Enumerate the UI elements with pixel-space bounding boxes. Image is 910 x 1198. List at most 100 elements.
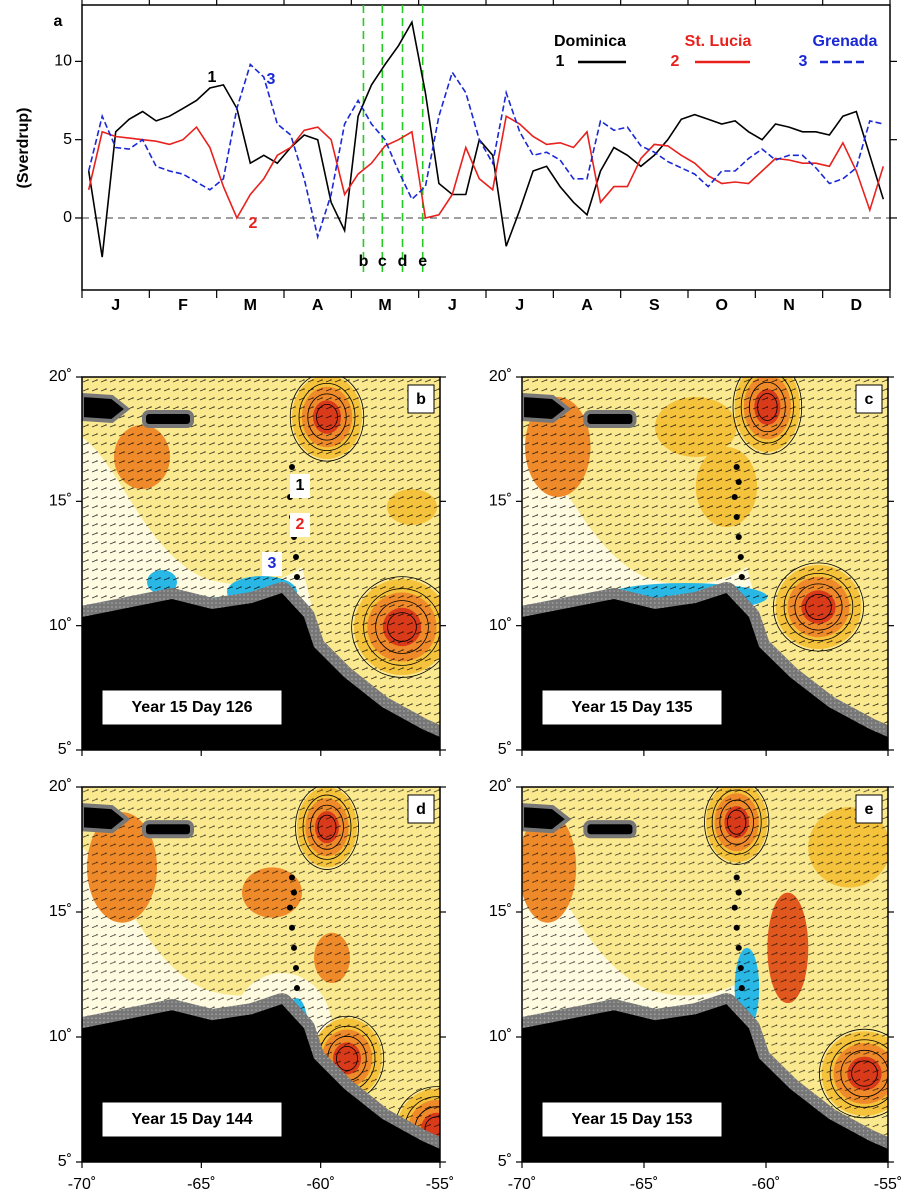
island (731, 904, 738, 911)
y-tick-label: 20˚ (489, 368, 512, 385)
x-tick-label: J (111, 297, 120, 314)
x-tick-label: -70˚ (508, 1176, 536, 1193)
island (289, 464, 295, 470)
site-box (290, 513, 310, 537)
island (291, 889, 297, 896)
island (737, 964, 744, 971)
y-tick-label: 0 (63, 209, 72, 226)
hispaniola (583, 820, 637, 839)
legend-name: St. Lucia (685, 33, 752, 50)
x-tick-label: -65˚ (630, 1176, 658, 1193)
y-tick-label: 15˚ (49, 903, 72, 920)
y-tick-label: 5˚ (58, 741, 72, 758)
series-line (87, 114, 885, 220)
legend-name: Dominica (554, 33, 626, 50)
x-tick-label: -70˚ (68, 1176, 96, 1193)
map-body (522, 787, 888, 1162)
letter-box (855, 794, 883, 824)
legend-number: 1 (556, 53, 565, 70)
island (735, 534, 742, 540)
island (293, 964, 299, 971)
hispaniola (142, 820, 194, 839)
panel-letter: a (54, 13, 63, 30)
legend-number: 3 (799, 53, 808, 70)
cuba (522, 803, 572, 834)
y-tick-label: 5˚ (498, 1153, 512, 1170)
x-tick-label: J (515, 297, 524, 314)
x-tick-label: M (244, 297, 257, 314)
x-tick-label: -65˚ (187, 1176, 215, 1193)
site-box (262, 552, 282, 576)
island (293, 554, 299, 560)
hispaniola (583, 410, 637, 428)
y-tick-label: 5˚ (58, 1153, 72, 1170)
y-tick-label: 10 (54, 53, 72, 70)
y-tick-label: 10˚ (489, 1028, 512, 1045)
map-content (522, 377, 888, 750)
x-tick-label: N (783, 297, 795, 314)
letter-box (407, 794, 435, 824)
cuba (522, 392, 572, 424)
x-tick-label: -60˚ (306, 1176, 334, 1193)
island (738, 574, 745, 580)
island (733, 874, 740, 881)
annotation-box (101, 1101, 283, 1138)
annotation: Year 15 Day 153 (572, 1111, 693, 1128)
x-tick-label: M (378, 297, 391, 314)
x-tick-label: A (312, 297, 324, 314)
island (735, 944, 742, 951)
panel-letter: d (416, 801, 426, 818)
panel-letter: c (865, 391, 874, 408)
cuba (82, 803, 131, 834)
island (291, 944, 297, 951)
legend-number: 2 (671, 53, 680, 70)
curve-label: 2 (249, 215, 258, 232)
island (738, 985, 745, 992)
x-tick-label: A (581, 297, 593, 314)
map-body (522, 377, 888, 750)
y-tick-label: 10˚ (489, 617, 512, 634)
annotation: Year 15 Day 126 (132, 699, 253, 716)
letter-box (855, 384, 883, 414)
y-tick-label: 15˚ (489, 903, 512, 920)
panel-letter: b (416, 391, 426, 408)
island (735, 479, 742, 485)
island (735, 889, 742, 896)
annotation-box (541, 689, 723, 726)
x-tick-label: F (178, 297, 188, 314)
y-tick-label: 20˚ (489, 778, 512, 795)
island (289, 874, 295, 881)
x-tick-label: O (715, 297, 727, 314)
site-label: 2 (296, 516, 305, 533)
island (733, 464, 740, 470)
island (294, 574, 300, 580)
y-tick-label: 20˚ (49, 368, 72, 385)
annotation-box (101, 689, 283, 726)
series-line (87, 19, 885, 258)
y-tick-label: 5 (63, 131, 72, 148)
map-frame (81, 786, 441, 1163)
event-label: b (359, 253, 369, 270)
map-frame (81, 376, 441, 751)
y-tick-label: 5˚ (498, 741, 512, 758)
y-tick-label: 15˚ (49, 493, 72, 510)
x-tick-label: S (649, 297, 660, 314)
event-label: e (418, 253, 427, 270)
island (737, 554, 744, 560)
curve-label: 3 (267, 71, 276, 88)
island (289, 924, 295, 931)
cuba (82, 392, 131, 424)
x-tick-label: -55˚ (426, 1176, 454, 1193)
map-frame (521, 786, 889, 1163)
letter-box (407, 384, 435, 414)
island (294, 985, 300, 992)
x-tick-label: -60˚ (752, 1176, 780, 1193)
series-line (87, 63, 884, 240)
curve-label: 1 (208, 69, 217, 86)
y-tick-label: 20˚ (49, 778, 72, 795)
y-tick-label: 10˚ (49, 1028, 72, 1045)
site-box (290, 474, 310, 498)
y-tick-label: 15˚ (489, 493, 512, 510)
